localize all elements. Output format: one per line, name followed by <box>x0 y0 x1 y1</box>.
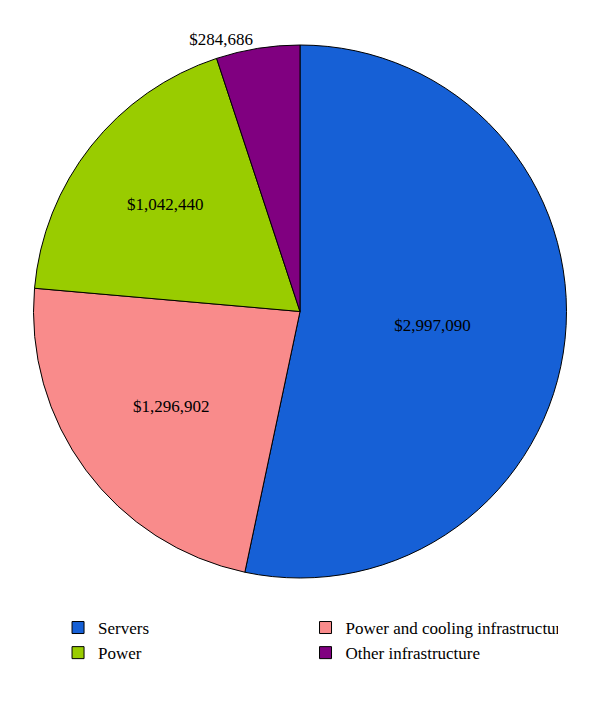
svg-text:$2,997,090: $2,997,090 <box>394 316 471 335</box>
svg-text:$284,686: $284,686 <box>189 30 253 49</box>
svg-text:Servers: Servers <box>98 619 149 638</box>
svg-text:Power: Power <box>98 644 142 663</box>
svg-text:$1,296,902: $1,296,902 <box>133 397 210 416</box>
svg-text:Other infrastructure: Other infrastructure <box>346 644 481 663</box>
svg-text:$1,042,440: $1,042,440 <box>127 195 204 214</box>
svg-text:Power and cooling infrastructu: Power and cooling infrastructure <box>346 619 559 638</box>
